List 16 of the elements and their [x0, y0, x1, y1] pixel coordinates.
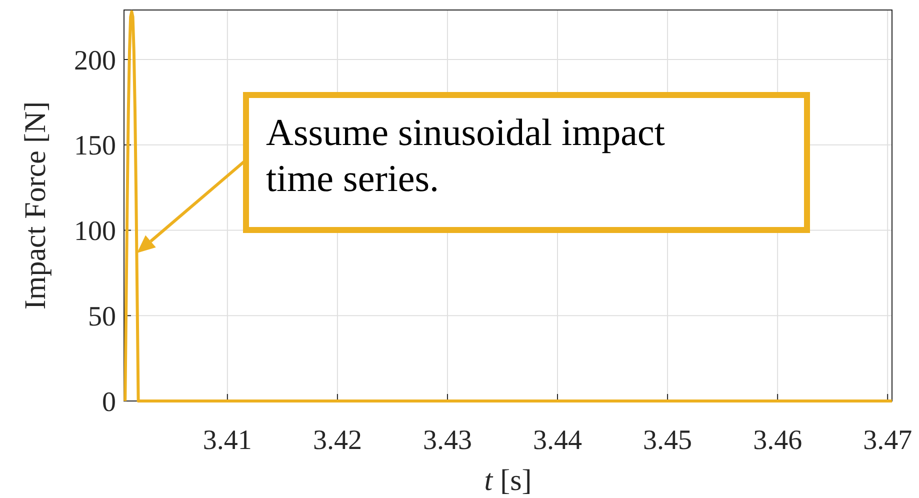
x-tick-label: 3.41 [202, 425, 252, 456]
y-tick-label: 150 [74, 130, 116, 162]
annotation: Assume sinusoidal impact time series. [266, 112, 666, 200]
y-axis-title: Impact Force [N] [19, 101, 52, 310]
line-series [124, 10, 894, 402]
x-tick-label: 3.43 [422, 425, 472, 456]
x-tick-label: 3.42 [312, 425, 362, 456]
y-tick-label: 50 [88, 301, 116, 332]
x-axis-title: t [s] [484, 464, 532, 497]
y-tick-label: 0 [102, 386, 116, 418]
x-tick-label: 3.45 [643, 425, 692, 456]
x-tick-label: 3.47 [863, 425, 912, 456]
y-tick-label: 100 [74, 216, 116, 248]
y-tick-label: 200 [74, 45, 116, 76]
x-tick-label: 3.46 [753, 425, 802, 456]
x-tick-label: 3.44 [533, 425, 582, 456]
